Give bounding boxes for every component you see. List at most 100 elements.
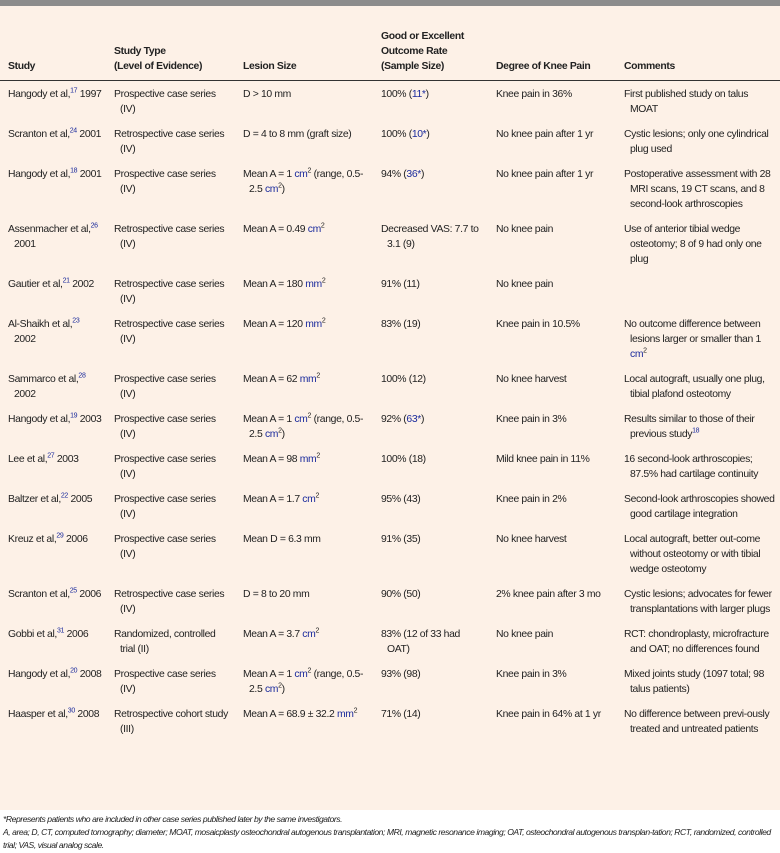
reference-link[interactable]: 22 xyxy=(60,492,68,500)
cell-study-type: Retrospective cohort study (III) xyxy=(106,701,235,741)
footnote-asterisk: *Represents patients who are included in… xyxy=(3,814,343,824)
cell-study: Haasper et al,30 2008 xyxy=(0,701,106,741)
linked-text[interactable]: 11* xyxy=(411,89,426,100)
cell-text: No knee pain xyxy=(496,629,554,640)
cell-text: 91% (11) xyxy=(381,279,420,290)
cell-knee-pain: No knee pain xyxy=(488,621,616,661)
cell-outcome-rate: 100% (11*) xyxy=(373,81,488,122)
reference-link[interactable]: 20 xyxy=(70,667,78,675)
cell-text: Results similar to those of their previo… xyxy=(624,414,755,440)
cell-text: ) xyxy=(281,429,285,440)
cell-text: D = 8 to 20 mm xyxy=(243,589,310,600)
table-row: Sammarco et al,28 2002 Prospective case s… xyxy=(0,366,780,406)
cell-text: Hangody et al, xyxy=(8,169,71,180)
linked-text[interactable]: 10* xyxy=(411,129,427,140)
reference-link[interactable]: 18 xyxy=(692,427,700,435)
cell-text: Local autograft, better out-come without… xyxy=(624,534,761,575)
linked-text[interactable]: cm xyxy=(294,669,308,680)
cell-text: Local autograft, usually one plug, tibia… xyxy=(624,374,765,400)
linked-text[interactable]: cm xyxy=(264,684,279,695)
reference-link[interactable]: 19 xyxy=(70,412,78,420)
reference-link[interactable]: 28 xyxy=(78,372,86,380)
reference-link[interactable]: 31 xyxy=(56,627,65,635)
cell-text: Knee pain in 36% xyxy=(496,89,572,100)
cell-text: D = 4 to 8 mm (graft size) xyxy=(243,129,352,140)
cell-knee-pain: No knee harvest xyxy=(488,526,616,581)
linked-text[interactable]: mm xyxy=(299,454,317,465)
cell-text: Al-Shaikh et al, xyxy=(8,319,73,330)
cell-text: Knee pain in 3% xyxy=(496,669,567,680)
cell-text: Knee pain in 2% xyxy=(496,494,567,505)
reference-link[interactable]: 21 xyxy=(62,277,70,285)
cell-study: Gautier et al,21 2002 xyxy=(0,271,106,311)
reference-link[interactable]: 23 xyxy=(72,317,80,325)
reference-link[interactable]: 17 xyxy=(70,87,78,95)
linked-text[interactable]: cm xyxy=(294,414,308,425)
cell-study-type: Prospective case series (IV) xyxy=(106,486,235,526)
linked-text[interactable]: cm xyxy=(630,349,644,360)
cell-text: 2001 xyxy=(76,129,102,140)
cell-text: Prospective case series (IV) xyxy=(114,454,216,480)
reference-link[interactable]: 29 xyxy=(56,532,64,540)
footnote-abbreviations: A, area; D, CT, computed tomography; dia… xyxy=(3,827,771,850)
cell-study: Al-Shaikh et al,23 2002 xyxy=(0,311,106,366)
reference-link[interactable]: 26 xyxy=(90,222,98,230)
reference-link[interactable]: 30 xyxy=(67,707,75,715)
cell-text: RCT: chondroplasty, microfracture and OA… xyxy=(624,629,769,655)
cell-knee-pain: 2% knee pain after 3 mo xyxy=(488,581,616,621)
header-row: Study Study Type (Level of Evidence) Lesion… xyxy=(0,8,780,81)
cell-text: (range, 0.5-2.5 xyxy=(249,414,364,440)
cell-text: Kreuz et al, xyxy=(8,534,57,545)
table-row: Hangody et al,17 1997 Prospective case se… xyxy=(0,81,780,122)
cell-text: Prospective case series (IV) xyxy=(114,374,216,400)
cell-text: 16 second-look arthroscopies; 87.5% had … xyxy=(624,454,759,480)
table-row: Scranton et al,25 2006 Retrospective case… xyxy=(0,581,780,621)
cell-text: Decreased VAS: 7.7 to 3.1 (9) xyxy=(381,224,479,250)
header-study: Study xyxy=(0,8,106,81)
linked-text[interactable]: 63* xyxy=(406,414,421,425)
cell-lesion-size: D > 10 mm xyxy=(235,81,373,122)
cell-knee-pain: Knee pain in 3% xyxy=(488,661,616,701)
cell-lesion-size: Mean A = 3.7 cm2 xyxy=(235,621,373,661)
cell-text: 2001 xyxy=(14,239,36,250)
cell-outcome-rate: 100% (10*) xyxy=(373,121,488,161)
cell-lesion-size: Mean A = 1.7 cm2 xyxy=(235,486,373,526)
header-lesion-size: Lesion Size xyxy=(235,8,373,81)
reference-link[interactable]: 24 xyxy=(69,127,77,135)
reference-link[interactable]: 27 xyxy=(47,452,55,460)
cell-study: Assenmacher et al,26 2001 xyxy=(0,216,106,271)
linked-text[interactable]: cm xyxy=(294,169,308,180)
cell-study: Gobbi et al,31 2006 xyxy=(0,621,106,661)
cell-text: 91% (35) xyxy=(381,534,421,545)
cell-comments: Results similar to those of their previo… xyxy=(616,406,780,446)
superscript: 2 xyxy=(316,452,320,460)
linked-text[interactable]: cm xyxy=(264,429,279,440)
cell-text: Scranton et al, xyxy=(8,589,70,600)
cell-text: Mean A = 120 xyxy=(243,319,306,330)
linked-text[interactable]: mm xyxy=(299,374,317,385)
cell-text: Prospective case series (IV) xyxy=(114,169,216,195)
linked-text[interactable]: cm xyxy=(302,629,316,640)
linked-text[interactable]: mm xyxy=(305,279,322,290)
linked-text[interactable]: cm xyxy=(302,494,316,505)
superscript: 2 xyxy=(315,627,319,635)
cell-knee-pain: No knee pain after 1 yr xyxy=(488,161,616,216)
table-row: Kreuz et al,29 2006 Prospective case seri… xyxy=(0,526,780,581)
linked-text[interactable]: mm xyxy=(305,319,322,330)
cell-study-type: Retrospective case series (IV) xyxy=(106,121,235,161)
linked-text[interactable]: cm xyxy=(307,224,322,235)
cell-text: Cystic lesions; advocates for fewer tran… xyxy=(624,589,772,615)
reference-link[interactable]: 18 xyxy=(70,167,78,175)
cell-text: 2006 xyxy=(63,534,88,545)
cell-text: Knee pain in 64% at 1 yr xyxy=(496,709,601,720)
cell-text: No difference between previ-ously treate… xyxy=(624,709,770,735)
reference-link[interactable]: 25 xyxy=(69,587,77,595)
cell-text: Mean A = 1 xyxy=(243,414,295,425)
linked-text[interactable]: cm xyxy=(264,184,279,195)
linked-text[interactable]: 36* xyxy=(406,169,421,180)
cell-text: 94% ( xyxy=(381,169,407,180)
cell-text: Cystic lesions; only one cylindrical plu… xyxy=(624,129,769,155)
linked-text[interactable]: mm xyxy=(336,709,354,720)
cell-outcome-rate: 83% (12 of 33 had OAT) xyxy=(373,621,488,661)
table-row: Gautier et al,21 2002 Retrospective case … xyxy=(0,271,780,311)
